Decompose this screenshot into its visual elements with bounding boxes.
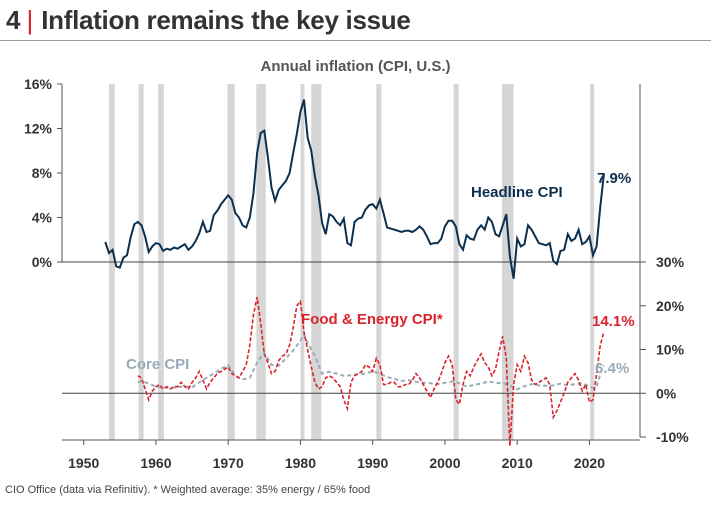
x-tick-label: 1970 [213, 455, 244, 471]
x-tick-label: 2000 [429, 455, 460, 471]
title-separator: | [26, 4, 34, 35]
x-tick-label: 2020 [574, 455, 605, 471]
x-tick-label: 1960 [140, 455, 171, 471]
left-y-tick-label: 4% [32, 210, 53, 226]
left-y-tick-label: 16% [24, 76, 53, 92]
left-y-tick-label: 12% [24, 121, 53, 137]
right-y-tick-label: -10% [656, 429, 689, 445]
title-rule [0, 40, 711, 41]
food-energy-cpi-end-label: 14.1% [592, 313, 635, 330]
left-y-tick-label: 0% [32, 254, 53, 270]
core-cpi-label: Core CPI [126, 356, 189, 373]
slide-number: 4 [6, 4, 21, 35]
right-y-tick-label: 20% [656, 298, 685, 314]
headline-cpi-line [104, 99, 605, 279]
right-y-tick-label: 0% [656, 385, 677, 401]
headline-cpi-label: Headline CPI [471, 184, 563, 201]
source-footnote: CIO Office (data via Refinitiv). * Weigh… [5, 484, 371, 496]
chart-title: Annual inflation (CPI, U.S.) [260, 58, 451, 75]
food-energy-cpi-line [137, 296, 605, 446]
x-tick-label: 1990 [357, 455, 388, 471]
x-tick-label: 2010 [502, 455, 533, 471]
slide-header: 4 | Inflation remains the key issue [6, 2, 411, 38]
core-cpi-end-label: 6.4% [595, 360, 629, 377]
slide-title: Inflation remains the key issue [41, 4, 411, 35]
right-y-tick-label: 10% [656, 342, 685, 358]
core-cpi-line [137, 331, 605, 391]
right-y-tick-label: 30% [656, 254, 685, 270]
left-y-tick-label: 8% [32, 165, 53, 181]
headline-cpi-end-label: 7.9% [597, 170, 631, 187]
x-tick-label: 1980 [285, 455, 316, 471]
food-energy-cpi-label: Food & Energy CPI* [301, 311, 443, 328]
x-tick-label: 1950 [68, 455, 99, 471]
